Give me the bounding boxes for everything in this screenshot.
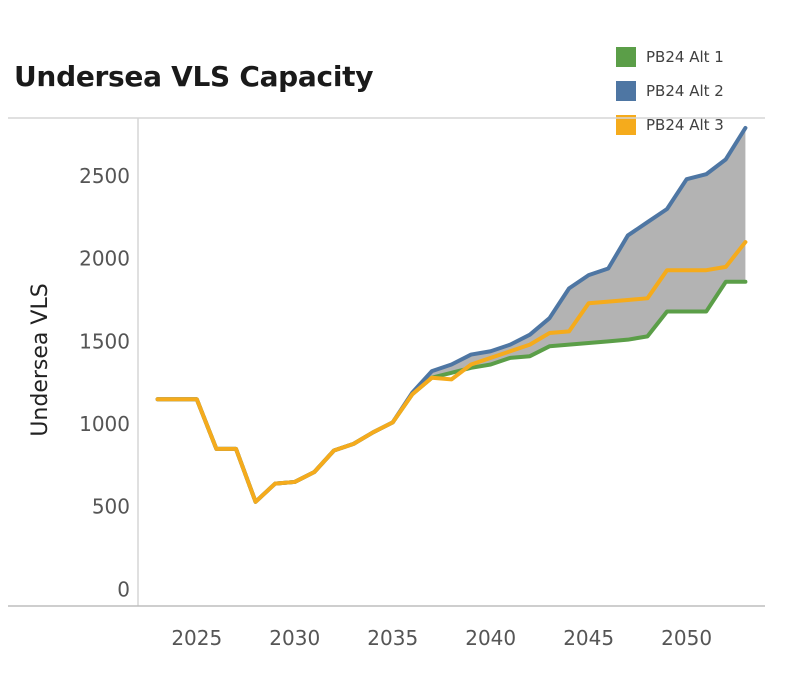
tick-labels: 0 500 1000 1500 2000 2500 2025 2030 2035 2040 2045… <box>79 164 712 650</box>
legend-swatch-alt1 <box>616 47 636 67</box>
y-tick-label: 0 <box>117 577 130 601</box>
x-tick-label: 2040 <box>465 626 516 650</box>
x-tick-label: 2035 <box>367 626 418 650</box>
y-axis-title: Undersea VLS <box>28 283 53 436</box>
legend: PB24 Alt 1 PB24 Alt 2 PB24 Alt 3 <box>616 40 724 142</box>
legend-label-alt2: PB24 Alt 2 <box>646 82 724 100</box>
y-tick-label: 1000 <box>79 412 130 436</box>
series-lines <box>155 125 748 504</box>
shaded-band <box>157 127 746 502</box>
legend-label-alt1: PB24 Alt 1 <box>646 48 724 66</box>
legend-label-alt3: PB24 Alt 3 <box>646 116 724 134</box>
shaded-band-area <box>157 127 746 502</box>
x-tick-label: 2030 <box>269 626 320 650</box>
legend-swatch-alt2 <box>616 81 636 101</box>
y-tick-label: 2500 <box>79 164 130 188</box>
y-tick-label: 2000 <box>79 247 130 271</box>
legend-item-alt2: PB24 Alt 2 <box>616 74 724 108</box>
x-tick-label: 2050 <box>661 626 712 650</box>
legend-swatch-alt3 <box>616 115 636 135</box>
y-tick-label: 500 <box>92 495 130 519</box>
chart-title: Undersea VLS Capacity <box>14 60 374 93</box>
x-tick-label: 2045 <box>563 626 614 650</box>
axes <box>8 117 765 607</box>
legend-item-alt3: PB24 Alt 3 <box>616 108 724 142</box>
y-tick-label: 1500 <box>79 329 130 353</box>
series-line-alt-3 <box>155 240 748 504</box>
legend-item-alt1: PB24 Alt 1 <box>616 40 724 74</box>
x-tick-label: 2025 <box>171 626 222 650</box>
